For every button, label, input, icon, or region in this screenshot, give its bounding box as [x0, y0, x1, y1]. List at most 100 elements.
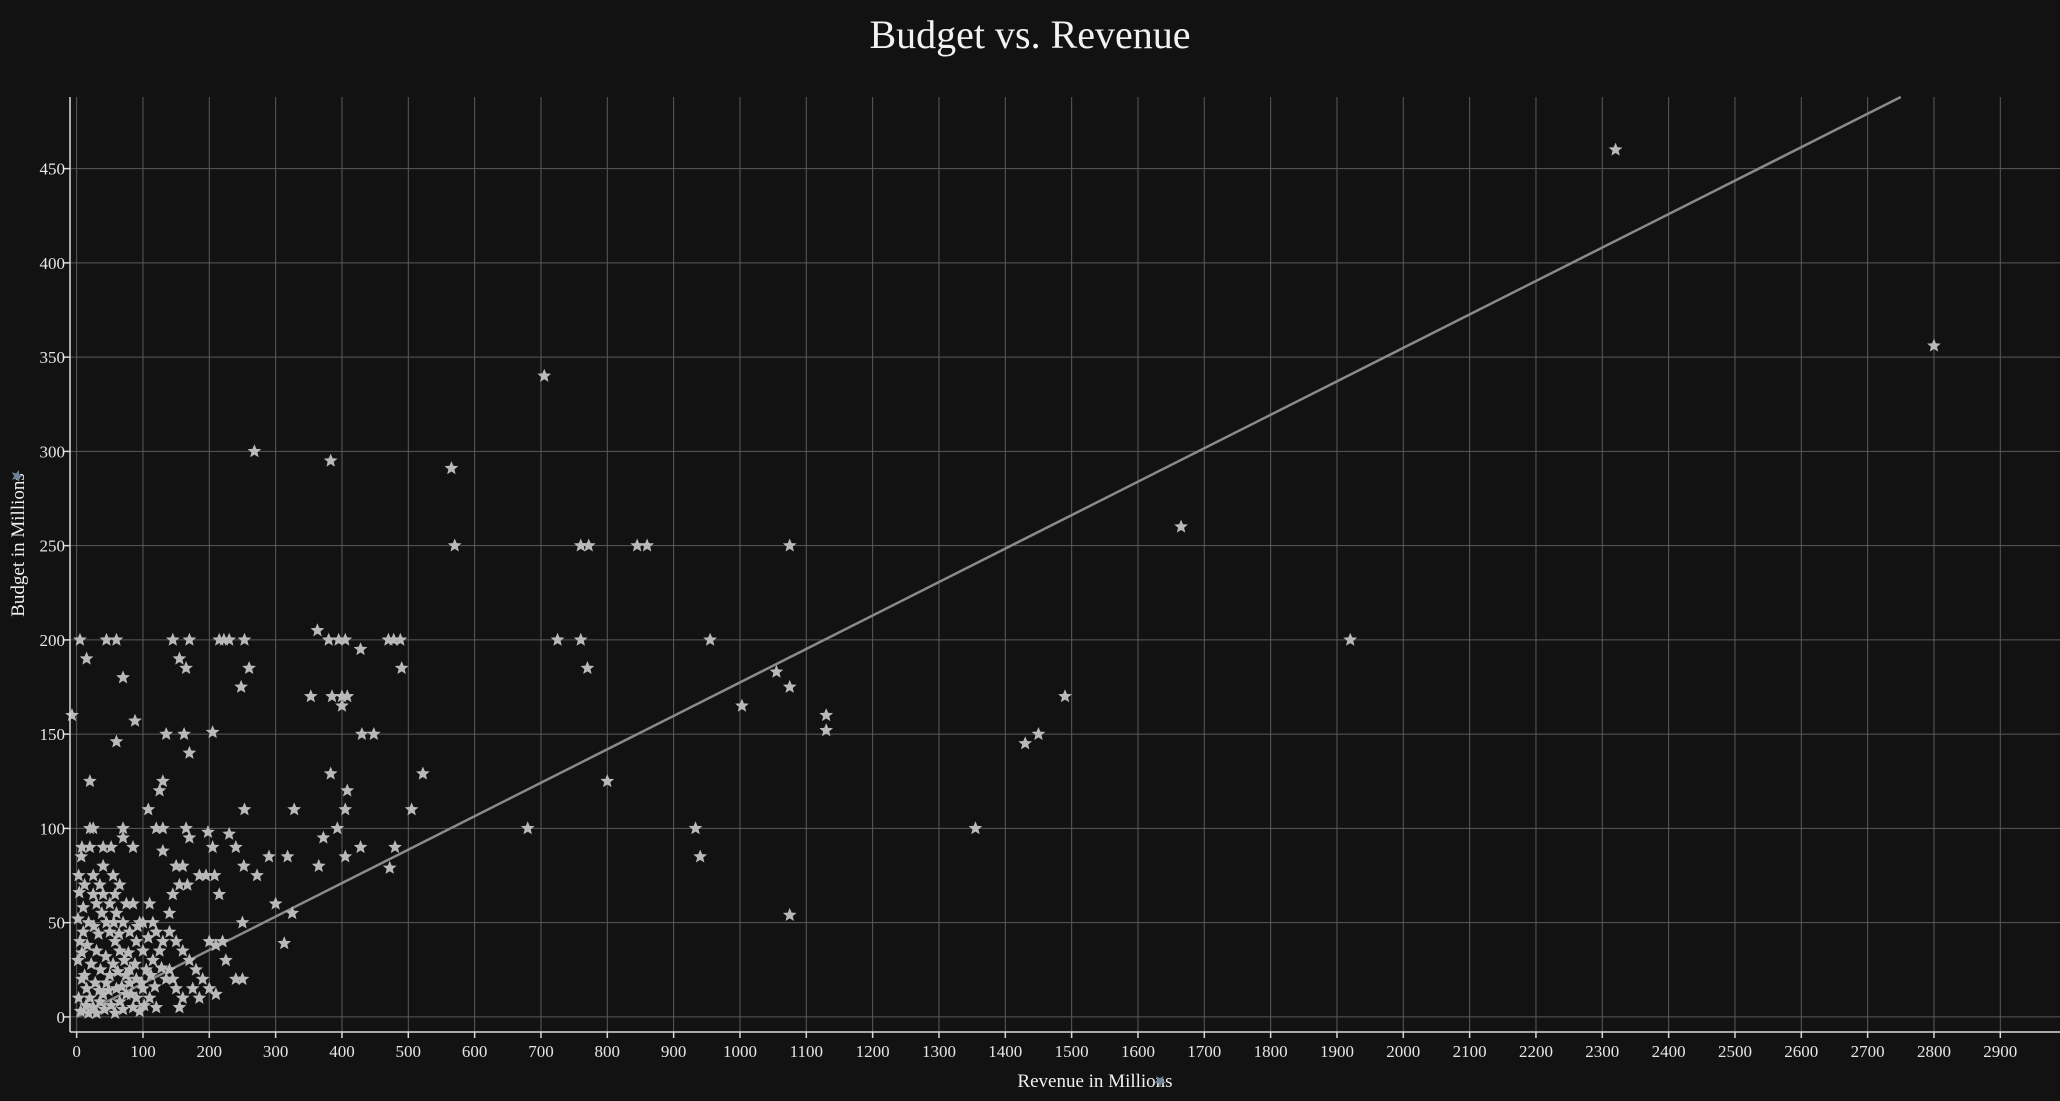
data-point-star [205, 840, 220, 854]
data-point-star [688, 821, 703, 835]
data-point-star [73, 632, 87, 646]
x-axis-title-group: Revenue in Millions [1017, 1071, 1172, 1092]
data-point-star [782, 907, 797, 921]
data-point-star [280, 849, 295, 863]
data-point-star [520, 821, 535, 835]
data-point-star [76, 900, 91, 914]
data-point-star [353, 642, 368, 656]
trend-line-group [76, 95, 1902, 1019]
y-tick-label: 300 [40, 442, 66, 461]
x-tick-label: 1400 [988, 1042, 1022, 1061]
y-tick-label: 250 [40, 537, 66, 556]
data-point-star [242, 660, 256, 675]
x-tick-label: 1100 [790, 1042, 823, 1061]
data-point-star [182, 745, 197, 759]
x-tick-label: 2200 [1519, 1042, 1553, 1061]
x-tick-label: 2900 [1983, 1042, 2017, 1061]
data-point-star [1058, 689, 1072, 703]
data-point-star [201, 824, 215, 839]
y-axis-title-group: Budget in Millions [8, 467, 29, 617]
data-point-star [162, 924, 177, 938]
data-point-star [179, 821, 193, 835]
data-points [65, 142, 1941, 1019]
data-point-star [630, 538, 645, 552]
data-point-star [1343, 632, 1358, 646]
data-point-star [148, 979, 162, 993]
x-tick-label: 2300 [1585, 1042, 1619, 1061]
data-point-star [169, 981, 184, 995]
data-point-star [146, 915, 160, 929]
data-point-star [212, 887, 227, 901]
data-point-star [165, 632, 180, 646]
data-point-star [1608, 142, 1623, 156]
data-point-star [303, 689, 318, 703]
data-point-star [152, 943, 167, 957]
y-tick-label: 400 [40, 254, 66, 273]
data-point-star [404, 802, 419, 816]
x-tick-label: 2700 [1851, 1042, 1885, 1061]
x-tick-label: 1800 [1254, 1042, 1288, 1061]
data-point-star [285, 906, 300, 920]
y-axis-label: Budget in Millions [8, 473, 29, 617]
data-point-star [325, 689, 339, 703]
data-point-star [311, 858, 326, 872]
data-point-star [128, 713, 142, 727]
data-point-star [155, 843, 170, 857]
data-point-star [550, 632, 565, 646]
x-tick-label: 1900 [1320, 1042, 1354, 1061]
data-point-star [247, 444, 262, 458]
x-tick-label: 2100 [1453, 1042, 1487, 1061]
data-point-star [262, 849, 276, 863]
x-tick-label: 100 [130, 1042, 156, 1061]
data-point-star [152, 783, 167, 797]
data-point-star [968, 821, 983, 835]
x-axis-label: Revenue in Millions [1017, 1071, 1172, 1092]
data-point-star [79, 651, 94, 665]
data-point-star [316, 830, 331, 844]
data-point-star [693, 849, 708, 863]
data-point-star [287, 802, 302, 816]
x-tick-label: 1000 [723, 1042, 757, 1061]
x-tick-label: 700 [528, 1042, 554, 1061]
data-point-star [109, 734, 124, 748]
data-point-star [353, 840, 368, 854]
data-point-star [237, 802, 252, 816]
data-point-star [76, 924, 91, 938]
data-point-star [537, 368, 552, 382]
x-tick-label: 2600 [1784, 1042, 1818, 1061]
x-tick-label: 1300 [922, 1042, 956, 1061]
data-point-star [142, 896, 157, 910]
data-point-star [338, 802, 353, 816]
y-tick-label: 50 [48, 914, 65, 933]
data-point-star [159, 726, 174, 740]
data-point-star [394, 660, 409, 675]
data-point-star [277, 936, 292, 950]
x-tick-label: 2000 [1386, 1042, 1420, 1061]
data-point-star [640, 538, 654, 552]
data-point-star [703, 632, 717, 646]
data-point-star [228, 840, 243, 854]
x-tick-label: 800 [595, 1042, 621, 1061]
data-point-star [83, 774, 97, 788]
data-point-star [126, 840, 140, 854]
data-point-star [185, 981, 200, 995]
data-point-star [236, 858, 251, 872]
x-tick-label: 500 [396, 1042, 422, 1061]
data-point-star [366, 726, 381, 740]
data-point-star [1018, 736, 1033, 750]
x-tick-label: 200 [197, 1042, 223, 1061]
y-tick-label: 100 [40, 819, 66, 838]
data-point-star [237, 632, 252, 646]
x-tick-label: 2800 [1917, 1042, 1951, 1061]
x-tick-label: 2400 [1652, 1042, 1686, 1061]
data-point-star [182, 632, 197, 646]
data-point-star [162, 906, 177, 920]
y-tick-labels: 0 50 100 150 200 250 300 350 400 450 [40, 160, 70, 1027]
data-point-star [235, 915, 250, 929]
x-tick-label: 1500 [1055, 1042, 1089, 1061]
x-tick-label: 1600 [1121, 1042, 1155, 1061]
trend-line [76, 95, 1902, 1019]
data-point-star [109, 632, 124, 646]
